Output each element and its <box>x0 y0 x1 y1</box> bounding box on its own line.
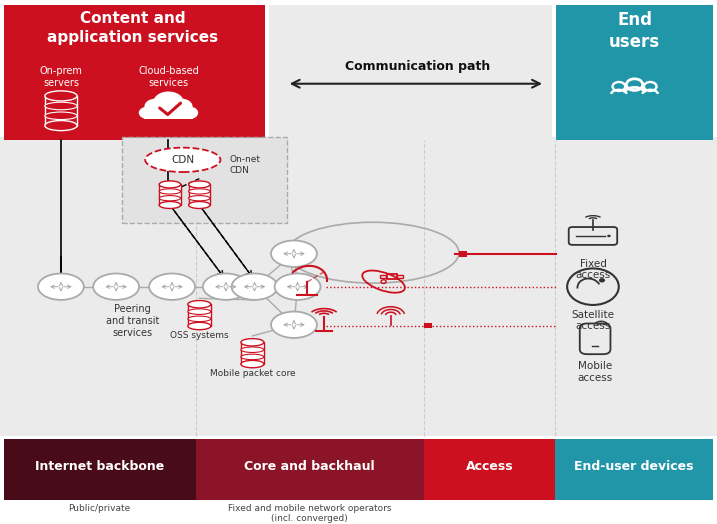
Circle shape <box>153 92 184 113</box>
Circle shape <box>607 235 611 237</box>
Ellipse shape <box>159 181 181 188</box>
Ellipse shape <box>241 347 264 353</box>
Ellipse shape <box>189 181 210 188</box>
Ellipse shape <box>188 309 211 314</box>
Text: End-user devices: End-user devices <box>574 460 694 473</box>
Circle shape <box>599 278 605 282</box>
FancyBboxPatch shape <box>424 439 555 500</box>
Ellipse shape <box>159 202 181 209</box>
Ellipse shape <box>159 189 181 194</box>
Ellipse shape <box>189 202 210 209</box>
Ellipse shape <box>241 361 264 368</box>
Text: Mobile packet core: Mobile packet core <box>209 369 295 378</box>
Ellipse shape <box>188 322 211 330</box>
Circle shape <box>170 99 193 115</box>
Text: Content and
application services: Content and application services <box>47 11 218 45</box>
Text: Fixed
access: Fixed access <box>575 259 611 280</box>
Ellipse shape <box>188 301 211 308</box>
FancyBboxPatch shape <box>4 439 196 500</box>
Ellipse shape <box>189 195 210 201</box>
FancyBboxPatch shape <box>555 439 713 500</box>
FancyBboxPatch shape <box>143 112 194 119</box>
Ellipse shape <box>38 274 84 300</box>
Ellipse shape <box>203 274 249 300</box>
Ellipse shape <box>189 189 210 194</box>
Ellipse shape <box>271 241 317 267</box>
Ellipse shape <box>275 274 320 300</box>
Ellipse shape <box>232 274 277 300</box>
Text: Peering
and transit
services: Peering and transit services <box>106 304 159 337</box>
Ellipse shape <box>241 339 264 346</box>
Ellipse shape <box>45 102 77 110</box>
FancyBboxPatch shape <box>556 5 713 139</box>
Text: Cloud-based
services: Cloud-based services <box>138 66 199 88</box>
Ellipse shape <box>45 112 77 119</box>
FancyBboxPatch shape <box>188 304 211 326</box>
FancyBboxPatch shape <box>0 137 717 436</box>
Text: Communication path: Communication path <box>345 60 490 73</box>
Ellipse shape <box>93 274 139 300</box>
Ellipse shape <box>45 91 77 101</box>
Ellipse shape <box>145 148 221 172</box>
Ellipse shape <box>159 195 181 201</box>
FancyBboxPatch shape <box>424 323 432 329</box>
Text: Core and backhaul: Core and backhaul <box>244 460 375 473</box>
Circle shape <box>139 106 156 119</box>
Ellipse shape <box>149 274 195 300</box>
Text: Fixed and mobile network operators
(incl. converged): Fixed and mobile network operators (incl… <box>228 504 391 523</box>
Circle shape <box>181 106 198 119</box>
FancyBboxPatch shape <box>269 5 552 139</box>
Text: Mobile
access: Mobile access <box>577 361 613 383</box>
Ellipse shape <box>188 316 211 322</box>
FancyBboxPatch shape <box>159 184 181 205</box>
FancyBboxPatch shape <box>4 5 265 139</box>
Text: Satellite
access: Satellite access <box>571 310 614 331</box>
FancyBboxPatch shape <box>196 439 424 500</box>
Text: Internet backbone: Internet backbone <box>35 460 164 473</box>
Text: On-prem
servers: On-prem servers <box>39 66 82 88</box>
Text: On-net
CDN: On-net CDN <box>229 155 260 174</box>
Text: End
users: End users <box>609 11 660 51</box>
FancyBboxPatch shape <box>459 251 467 257</box>
Ellipse shape <box>271 312 317 338</box>
Ellipse shape <box>241 354 264 359</box>
FancyBboxPatch shape <box>189 184 210 205</box>
Ellipse shape <box>45 121 77 130</box>
Circle shape <box>144 99 167 115</box>
FancyBboxPatch shape <box>241 342 264 364</box>
Text: OSS systems: OSS systems <box>170 331 229 340</box>
Text: Access: Access <box>465 460 513 473</box>
Text: Public/private: Public/private <box>69 504 130 513</box>
FancyBboxPatch shape <box>122 137 287 223</box>
Text: CDN: CDN <box>171 155 194 165</box>
FancyBboxPatch shape <box>44 96 77 126</box>
